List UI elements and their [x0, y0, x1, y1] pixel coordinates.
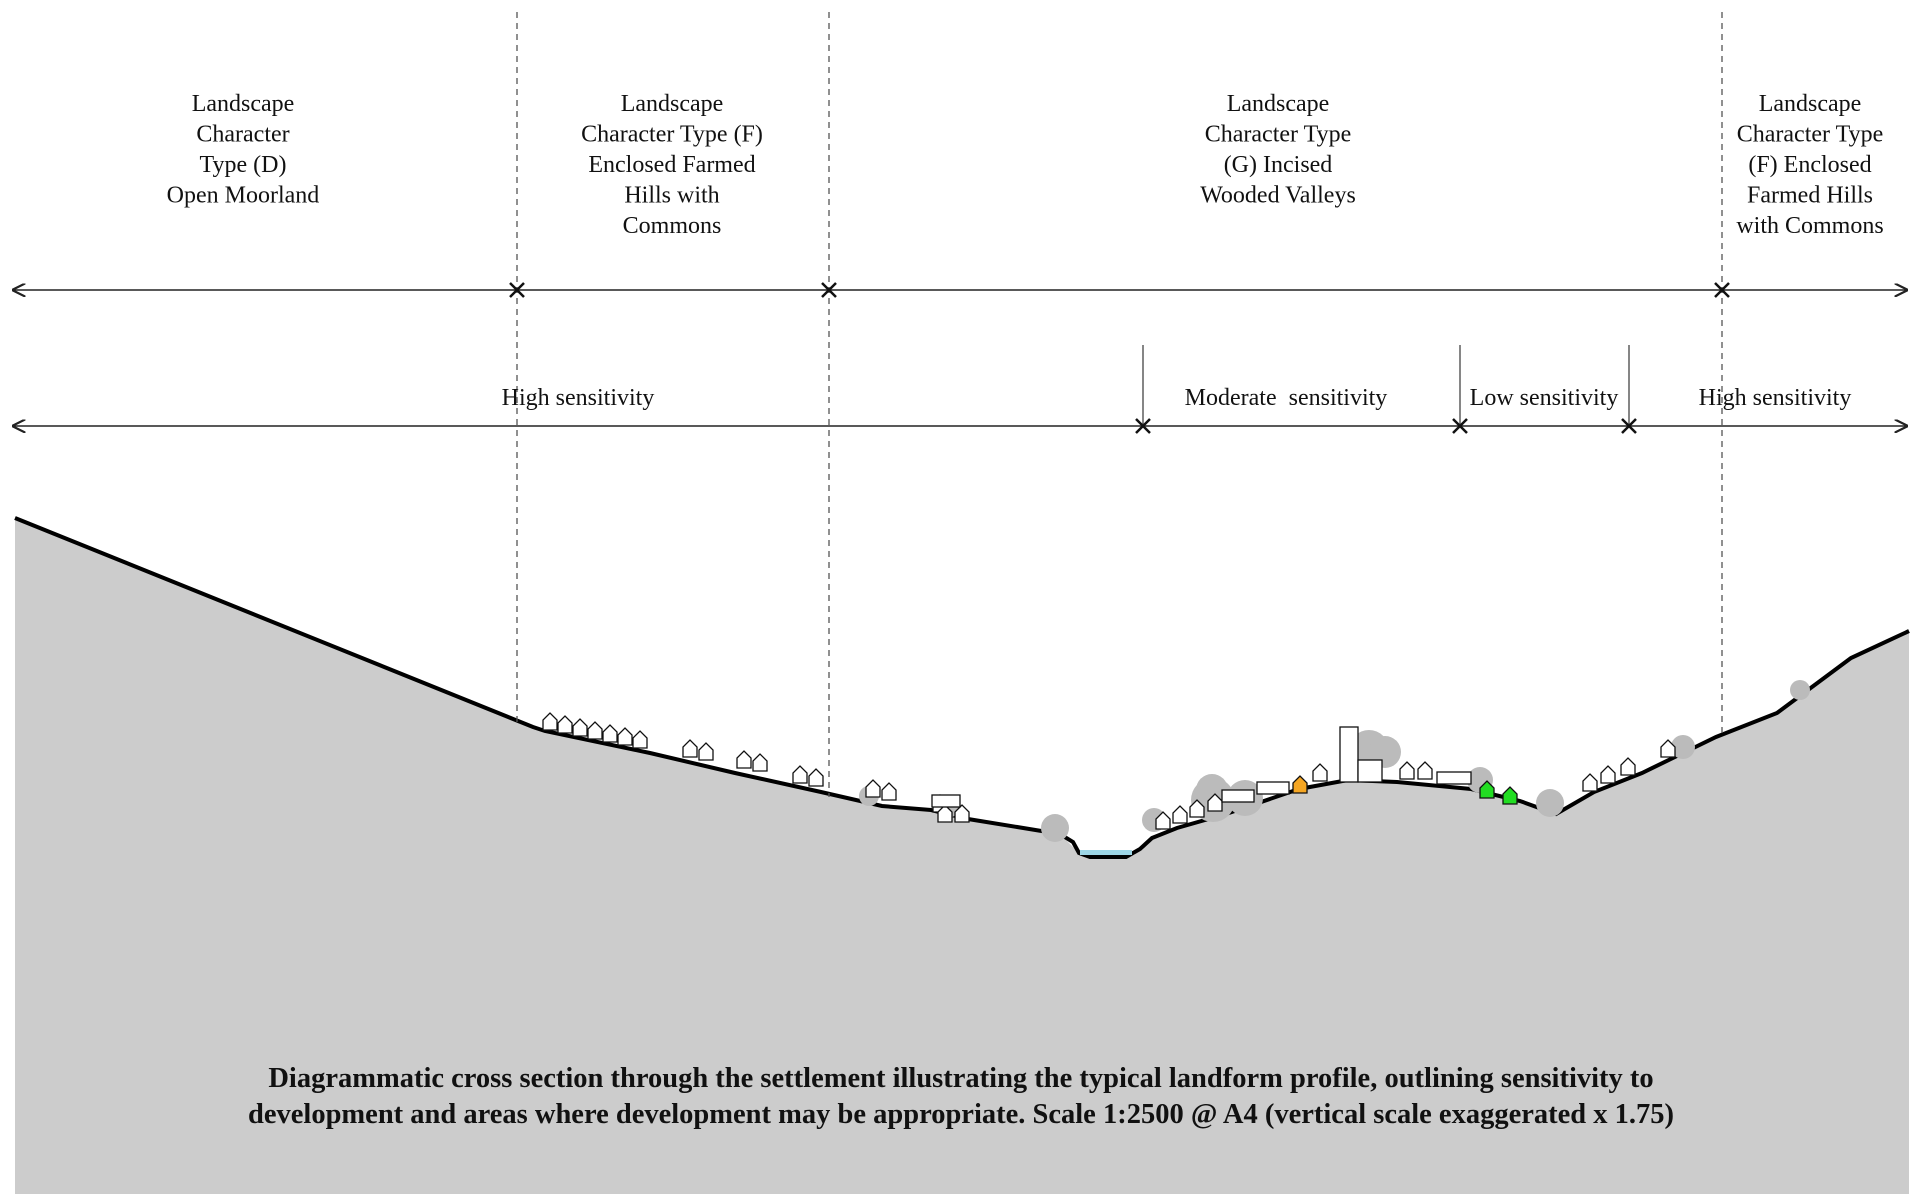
house [587, 721, 603, 740]
character-type-label: Wooded Valleys [1200, 183, 1356, 209]
house [602, 724, 618, 743]
house [557, 715, 573, 734]
junction-mark [509, 282, 525, 298]
house [1189, 799, 1205, 818]
character-type-label: Character [196, 122, 289, 148]
house [1155, 811, 1171, 830]
house [1417, 761, 1433, 780]
house [1207, 793, 1223, 812]
sensitivity-label: Low sensitivity [1470, 385, 1619, 411]
apartment-block [1221, 789, 1255, 803]
house [617, 727, 633, 746]
ground-line [14, 516, 1910, 859]
house [1292, 775, 1308, 794]
house [572, 718, 588, 737]
house [736, 750, 752, 769]
character-type-label: (F) Enclosed [1748, 152, 1871, 178]
house [1399, 761, 1415, 780]
apartment-block [1436, 771, 1472, 785]
apartment-block [1256, 781, 1290, 795]
tree [1671, 735, 1695, 759]
character-type-label: Character Type (F) [581, 122, 763, 148]
tower [1339, 726, 1359, 783]
character-type-label: Type (D) [200, 152, 287, 178]
house [1660, 739, 1676, 758]
house [698, 742, 714, 761]
caption: development and areas where development … [248, 1099, 1674, 1130]
house [865, 779, 881, 798]
house [632, 730, 648, 749]
character-type-label: Landscape [621, 91, 724, 117]
tree [1536, 789, 1564, 817]
house [937, 804, 953, 823]
character-type-label: Character Type [1737, 122, 1883, 148]
house [792, 765, 808, 784]
character-type-label: Landscape [1227, 91, 1330, 117]
tree [1790, 680, 1810, 700]
house [808, 768, 824, 787]
character-type-label: Character Type [1205, 122, 1351, 148]
character-type-label: Enclosed Farmed [588, 152, 755, 178]
character-type-label: Hills with [624, 183, 719, 209]
sensitivity-label: High sensitivity [1699, 385, 1852, 411]
junction-mark [1621, 418, 1637, 434]
house [1312, 763, 1328, 782]
junction-mark [821, 282, 837, 298]
character-type-label: Commons [623, 213, 722, 239]
house [752, 753, 768, 772]
house [1172, 805, 1188, 824]
buildings [542, 680, 1810, 842]
house [1502, 786, 1518, 805]
house [1479, 780, 1495, 799]
character-type-label: Landscape [192, 91, 295, 117]
character-type-label: Landscape [1759, 91, 1862, 117]
house [1620, 757, 1636, 776]
tower [1357, 759, 1383, 783]
character-type-label: Open Moorland [167, 183, 320, 209]
house [542, 712, 558, 731]
junction-mark [1714, 282, 1730, 298]
tree [1196, 774, 1228, 806]
labels: Landscape Character Type (D) Open Moorland L… [167, 91, 1884, 1130]
house [881, 782, 897, 801]
tree [1041, 814, 1069, 842]
apartment-block [931, 794, 961, 808]
house [954, 804, 970, 823]
sensitivity-label: High sensitivity [502, 385, 655, 411]
junction-mark [1135, 418, 1151, 434]
markers [509, 282, 1730, 434]
house [1600, 765, 1616, 784]
character-type-label: Farmed Hills [1747, 183, 1873, 209]
character-type-label: (G) Incised [1224, 152, 1333, 178]
house [682, 739, 698, 758]
terrain [15, 518, 1909, 1194]
river [1080, 850, 1132, 855]
character-type-label: with Commons [1736, 213, 1883, 239]
sensitivity-label: Moderate sensitivity [1185, 385, 1388, 411]
caption: Diagrammatic cross section through the s… [268, 1063, 1653, 1094]
junction-mark [1452, 418, 1468, 434]
house [1582, 773, 1598, 792]
